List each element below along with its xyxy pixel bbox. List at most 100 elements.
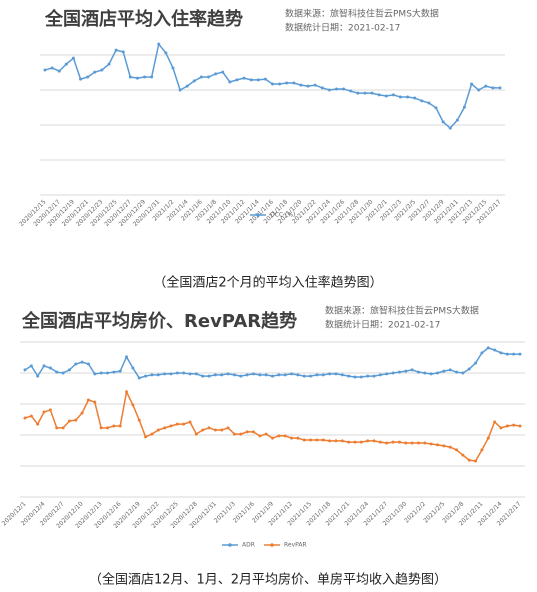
point <box>353 375 357 379</box>
point <box>125 390 129 394</box>
point <box>423 371 427 375</box>
stat-date: 数据统计日期：2021-02-17 <box>325 319 440 331</box>
point <box>366 374 370 378</box>
point <box>214 72 218 76</box>
point <box>150 373 154 377</box>
point <box>131 403 135 407</box>
point <box>213 373 217 377</box>
legend-label: RevPAR <box>284 542 307 549</box>
point <box>410 441 414 445</box>
point <box>321 438 325 442</box>
point <box>201 374 205 378</box>
point <box>251 430 255 434</box>
point <box>366 439 370 443</box>
point <box>36 374 40 378</box>
point <box>61 371 65 375</box>
point <box>23 416 27 420</box>
point <box>188 420 192 424</box>
point <box>370 91 374 95</box>
point <box>467 367 471 371</box>
point <box>249 78 253 82</box>
point <box>29 414 33 418</box>
point <box>391 440 395 444</box>
point <box>251 372 255 376</box>
point <box>363 91 367 95</box>
point <box>99 426 103 430</box>
point <box>413 96 417 100</box>
point <box>86 75 90 79</box>
legend-marker <box>270 543 274 547</box>
point <box>334 372 338 376</box>
point <box>448 445 452 449</box>
point <box>404 369 408 373</box>
point <box>55 370 59 374</box>
point <box>486 436 490 440</box>
point <box>292 81 296 85</box>
point <box>474 361 478 365</box>
point <box>67 368 71 372</box>
point <box>416 441 420 445</box>
point <box>372 439 376 443</box>
point <box>296 436 300 440</box>
point <box>263 77 267 81</box>
point <box>135 76 139 80</box>
point <box>199 75 203 79</box>
point <box>480 448 484 452</box>
point <box>175 371 179 375</box>
point <box>74 418 78 422</box>
point <box>36 422 40 426</box>
point <box>340 439 344 443</box>
point <box>128 75 132 79</box>
point <box>277 373 281 377</box>
point <box>410 368 414 372</box>
point <box>226 426 230 430</box>
point <box>493 420 497 424</box>
point <box>434 106 438 110</box>
point <box>302 374 306 378</box>
point <box>23 368 27 372</box>
point <box>112 424 116 428</box>
point <box>194 372 198 376</box>
point <box>377 93 381 97</box>
point <box>429 442 433 446</box>
point <box>306 84 310 88</box>
point <box>64 62 68 66</box>
point <box>420 99 424 103</box>
point <box>93 70 97 74</box>
point <box>302 438 306 442</box>
point <box>79 77 83 81</box>
point <box>169 424 173 428</box>
point <box>505 352 509 356</box>
point <box>384 94 388 98</box>
point <box>328 439 332 443</box>
point <box>455 370 459 374</box>
point <box>86 398 90 402</box>
legend-marker <box>256 213 260 217</box>
point <box>461 371 465 375</box>
point <box>271 82 274 86</box>
point <box>232 432 236 436</box>
point <box>320 86 324 90</box>
point <box>429 372 433 376</box>
point <box>93 372 97 376</box>
point <box>385 441 389 445</box>
point <box>470 82 474 86</box>
point <box>93 400 97 404</box>
point <box>359 375 363 379</box>
point <box>178 88 182 92</box>
point <box>258 373 262 377</box>
point <box>512 423 516 427</box>
point <box>220 373 224 377</box>
point <box>125 355 129 359</box>
legend-label: ADR <box>242 542 255 549</box>
point <box>309 438 313 442</box>
point <box>441 120 445 124</box>
point <box>242 76 246 80</box>
point <box>226 372 230 376</box>
point <box>228 80 232 84</box>
point <box>313 83 317 87</box>
point <box>42 410 46 414</box>
point <box>467 458 471 462</box>
point <box>42 364 46 368</box>
